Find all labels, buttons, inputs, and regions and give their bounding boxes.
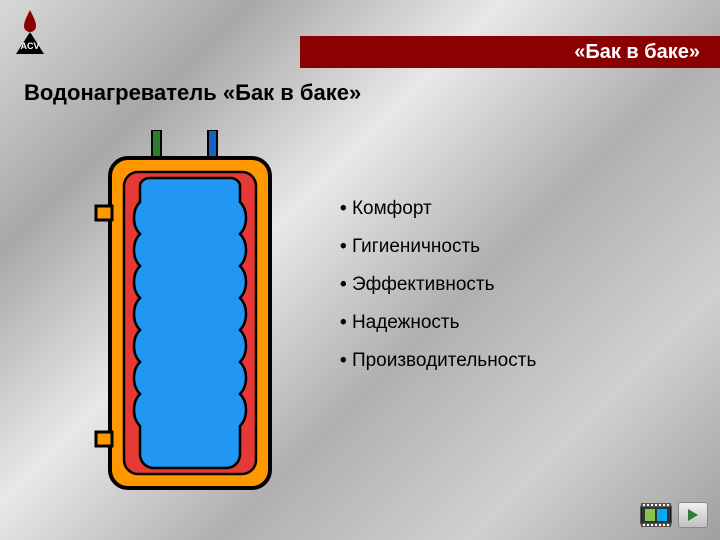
title-text: «Бак в баке» [574,41,700,64]
play-button[interactable] [678,502,708,528]
brand-logo: ACV [12,8,48,56]
title-bar: «Бак в баке» [300,36,720,68]
film-icon [640,502,672,528]
list-item: Эффективность [340,266,536,304]
inner-tank [134,178,246,468]
list-item: Надежность [340,304,536,342]
list-item: Комфорт [340,190,536,228]
side-connector-top [96,206,112,220]
tank-diagram [90,130,290,500]
side-connector-bottom [96,432,112,446]
list-item: Гигиеничность [340,228,536,266]
media-controls [640,502,708,528]
subtitle: Водонагреватель «Бак в баке» [24,80,361,106]
logo-text: ACV [20,41,39,51]
feature-list: Комфорт Гигиеничность Эффективность Наде… [340,190,536,380]
list-item: Производительность [340,342,536,380]
